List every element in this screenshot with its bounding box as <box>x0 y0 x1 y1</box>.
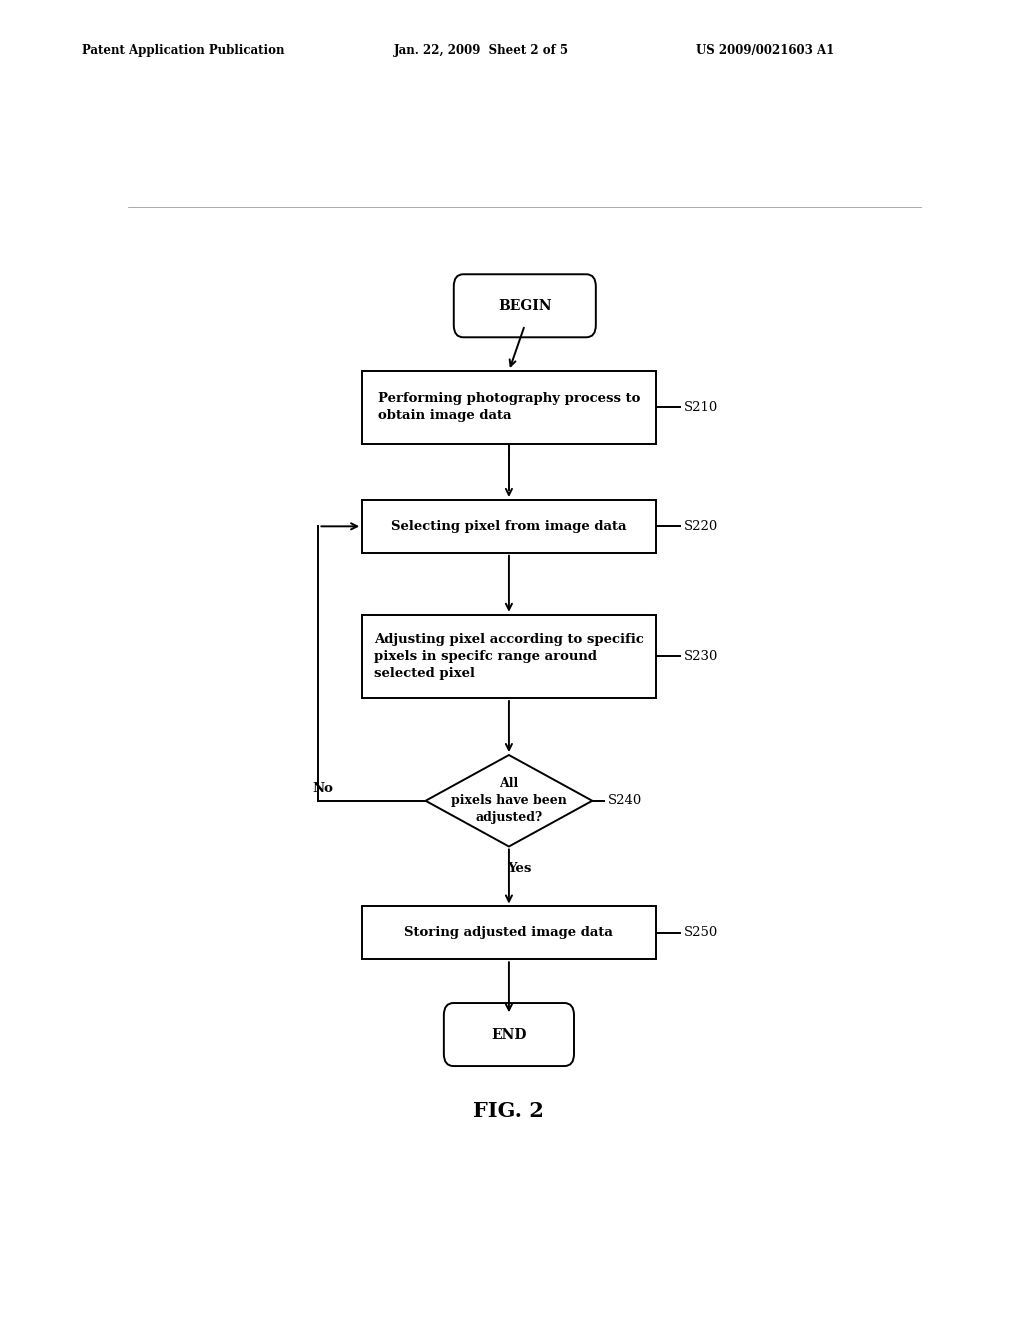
Text: Jan. 22, 2009  Sheet 2 of 5: Jan. 22, 2009 Sheet 2 of 5 <box>394 44 569 57</box>
Text: Adjusting pixel according to specific
pixels in specifc range around
selected pi: Adjusting pixel according to specific pi… <box>374 632 644 680</box>
Text: FIG. 2: FIG. 2 <box>473 1101 545 1121</box>
Text: No: No <box>312 781 333 795</box>
Bar <box>362 907 655 960</box>
Text: BEGIN: BEGIN <box>498 298 552 313</box>
Text: S250: S250 <box>684 927 718 940</box>
Bar <box>362 371 655 444</box>
Text: US 2009/0021603 A1: US 2009/0021603 A1 <box>696 44 835 57</box>
Polygon shape <box>426 755 592 846</box>
Text: Performing photography process to
obtain image data: Performing photography process to obtain… <box>378 392 640 422</box>
Text: Storing adjusted image data: Storing adjusted image data <box>404 927 613 940</box>
Bar <box>362 500 655 553</box>
Bar <box>362 615 655 698</box>
Text: END: END <box>492 1027 526 1041</box>
FancyBboxPatch shape <box>443 1003 574 1067</box>
Text: S230: S230 <box>684 649 718 663</box>
Text: S240: S240 <box>608 795 642 808</box>
Text: Selecting pixel from image data: Selecting pixel from image data <box>391 520 627 533</box>
Text: Yes: Yes <box>507 862 531 875</box>
Text: S220: S220 <box>684 520 718 533</box>
Text: All
pixels have been
adjusted?: All pixels have been adjusted? <box>451 777 567 824</box>
Text: S210: S210 <box>684 401 718 414</box>
Text: Patent Application Publication: Patent Application Publication <box>82 44 285 57</box>
FancyBboxPatch shape <box>454 275 596 338</box>
